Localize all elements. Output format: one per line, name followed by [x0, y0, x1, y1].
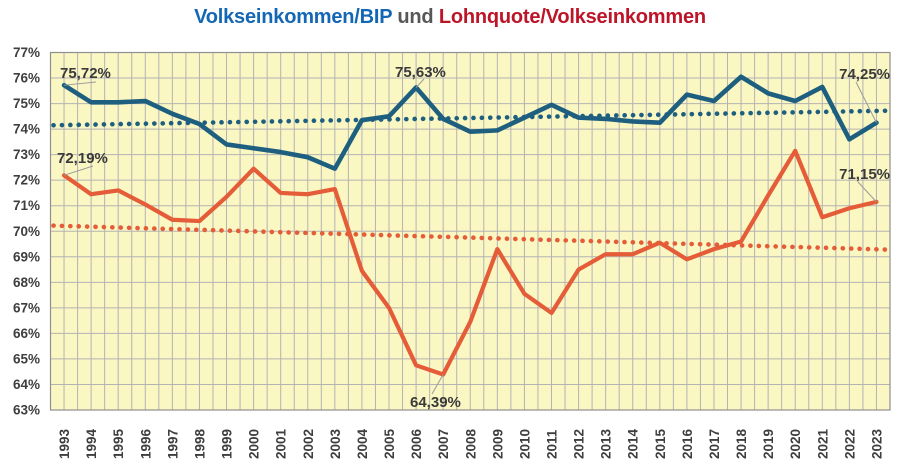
- x-axis-label: 2017: [707, 429, 722, 459]
- chart-title-connector: und: [392, 6, 439, 28]
- x-axis-label: 2015: [653, 428, 668, 459]
- x-axis-label: 2019: [761, 429, 776, 459]
- annotation-leader-line: [63, 81, 97, 86]
- x-axis-label: 1993: [57, 428, 72, 459]
- chart-title-series2: Lohnquote/Volkseinkommen: [438, 6, 706, 28]
- x-axis-label: 1994: [84, 428, 99, 459]
- x-axis-label: 2013: [599, 428, 614, 459]
- x-axis-label: 2010: [517, 429, 532, 459]
- y-axis-label: 72%: [13, 173, 40, 188]
- x-axis-label: 1999: [220, 429, 235, 459]
- plot-border: [49, 51, 891, 411]
- x-axis-label: 2000: [247, 429, 262, 459]
- x-axis-label: 2003: [328, 428, 343, 459]
- y-axis-label: 70%: [13, 224, 40, 239]
- y-axis-label: 67%: [13, 300, 40, 315]
- x-axis-label: 2011: [544, 429, 559, 459]
- x-axis-label: 2002: [301, 429, 316, 459]
- y-axis-label: 76%: [13, 71, 40, 86]
- x-axis-label: 2016: [680, 428, 695, 459]
- y-axis-label: 74%: [13, 122, 40, 137]
- x-axis-label: 2018: [734, 428, 749, 459]
- x-axis-label: 2004: [355, 428, 370, 459]
- y-axis-label: 64%: [13, 377, 40, 392]
- x-axis-label: 2009: [490, 429, 505, 459]
- x-axis-label: 2022: [842, 429, 857, 459]
- annotation-leader-line: [855, 81, 877, 123]
- chart-title: Volkseinkommen/BIP und Lohnquote/Volksei…: [0, 6, 900, 29]
- y-axis-label: 71%: [13, 198, 40, 213]
- y-axis-label: 68%: [13, 275, 40, 290]
- trendline-volkseinkommen-bip: [51, 108, 891, 128]
- x-axis-label: 1998: [192, 428, 207, 459]
- x-axis-label: 2008: [463, 428, 478, 459]
- series-line-volkseinkommen-bip: [61, 74, 879, 171]
- annotation-label: 64,39%: [410, 394, 461, 411]
- y-axis-label: 73%: [13, 147, 40, 162]
- annotation-leader-line: [857, 181, 877, 203]
- annotation-label: 74,25%: [839, 66, 890, 83]
- x-axis-label: 2001: [274, 428, 289, 459]
- trendline-lohnquote: [51, 223, 891, 252]
- y-axis-label: 77%: [13, 45, 40, 60]
- annotation-label: 71,15%: [839, 166, 890, 183]
- annotation-leader-line: [63, 165, 94, 176]
- annotation-label: 72,19%: [57, 150, 108, 167]
- x-axis-label: 2007: [436, 429, 451, 459]
- y-axis-label: 66%: [13, 326, 40, 341]
- x-axis-label: 2023: [869, 428, 884, 459]
- y-axis-label: 75%: [13, 96, 40, 111]
- series-line-lohnquote: [61, 148, 879, 377]
- x-axis-label: 1996: [138, 428, 153, 459]
- x-axis-label: 2005: [382, 428, 397, 459]
- annotation-label: 75,72%: [60, 65, 111, 82]
- x-axis-label: 2012: [572, 429, 587, 459]
- x-axis-label: 2006: [409, 428, 424, 459]
- y-axis-label: 69%: [13, 249, 40, 264]
- x-axis-label: 1997: [165, 429, 180, 459]
- annotation-label: 75,63%: [395, 64, 446, 81]
- x-axis-label: 2020: [788, 429, 803, 459]
- annotation-leader-line: [415, 78, 425, 88]
- annotation-leader-line: [431, 374, 444, 395]
- y-axis-label: 65%: [13, 351, 40, 366]
- y-axis-label: 63%: [13, 403, 40, 418]
- x-axis-label: 1995: [111, 428, 126, 459]
- x-axis-label: 2021: [815, 428, 830, 459]
- chart-title-series1: Volkseinkommen/BIP: [194, 6, 393, 28]
- x-axis-label: 2014: [626, 428, 641, 459]
